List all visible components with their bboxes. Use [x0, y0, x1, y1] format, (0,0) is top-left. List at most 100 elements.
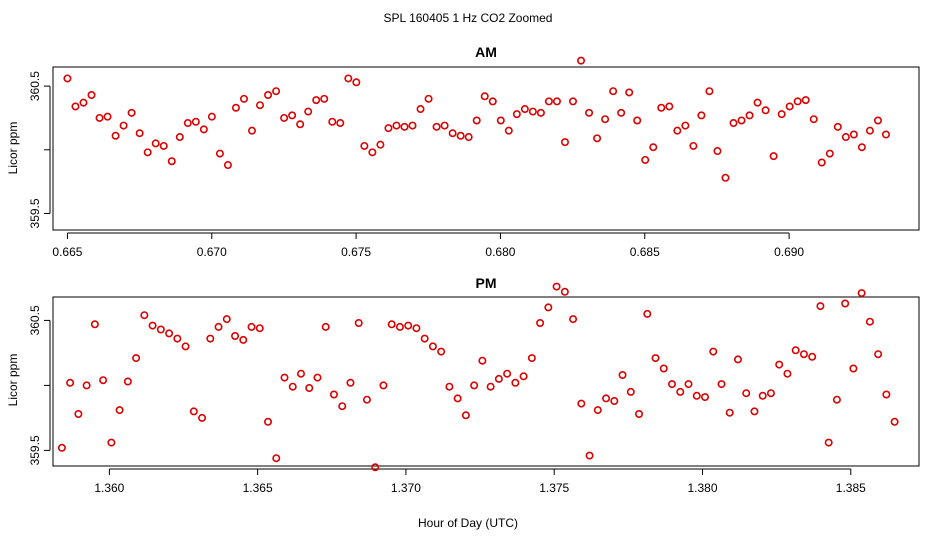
- am-data-point: [552, 97, 561, 106]
- pm-data-point: [387, 320, 396, 329]
- pm-data-point: [82, 381, 91, 390]
- pm-data-point: [832, 395, 841, 404]
- am-data-point: [625, 88, 634, 97]
- am-data-point: [729, 119, 738, 128]
- pm-data-point: [865, 317, 874, 326]
- pm-data-point: [173, 334, 182, 343]
- pm-data-point: [799, 350, 808, 359]
- pm-data-point: [635, 409, 644, 418]
- pm-data-point: [255, 324, 264, 333]
- pm-data-point: [874, 350, 883, 359]
- am-data-point: [256, 101, 265, 110]
- pm-data-point: [412, 324, 421, 333]
- pm-data-point: [758, 391, 767, 400]
- am-data-point: [111, 131, 120, 140]
- pm-data-point: [107, 438, 116, 447]
- pm-data-point: [494, 374, 503, 383]
- am-data-point: [793, 97, 802, 106]
- pm-data-point: [99, 376, 108, 385]
- pm-data-point: [404, 321, 413, 330]
- am-data-point: [464, 133, 473, 142]
- pm-x-tick-label: 1.385: [836, 481, 866, 495]
- pm-data-point: [181, 342, 190, 351]
- am-data-point: [841, 133, 850, 142]
- pm-data-point: [527, 354, 536, 363]
- am-data-point: [681, 121, 690, 130]
- am-data-point: [223, 161, 232, 170]
- panel-am-frame: [52, 66, 920, 231]
- am-data-point: [280, 113, 289, 122]
- am-data-point: [665, 102, 674, 111]
- pm-data-point: [610, 396, 619, 405]
- am-data-point: [488, 97, 497, 106]
- pm-x-tick-label: 1.380: [687, 481, 717, 495]
- pm-data-point: [239, 335, 248, 344]
- am-data-point: [368, 148, 377, 157]
- pm-data-point: [222, 315, 231, 324]
- am-data-point: [119, 121, 128, 130]
- pm-data-point: [90, 320, 99, 329]
- am-data-point: [785, 102, 794, 111]
- panel-pm-ylabel: Licor ppm: [6, 354, 20, 407]
- am-data-point: [633, 116, 642, 125]
- pm-data-point: [420, 334, 429, 343]
- am-data-point: [873, 116, 882, 125]
- pm-data-point: [750, 407, 759, 416]
- am-data-point: [384, 124, 393, 133]
- am-data-point: [528, 107, 537, 116]
- am-data-point: [320, 94, 329, 103]
- panel-pm-y-axis: 359.5 360.5: [28, 305, 51, 465]
- pm-data-point: [552, 282, 561, 291]
- am-data-point: [849, 130, 858, 139]
- am-data-point: [673, 126, 682, 135]
- pm-data-point: [189, 407, 198, 416]
- am-data-point: [248, 126, 257, 135]
- am-data-point: [336, 119, 345, 128]
- pm-data-point: [577, 399, 586, 408]
- pm-x-tick-label: 1.370: [391, 481, 421, 495]
- am-data-point: [585, 108, 594, 117]
- am-data-point: [817, 158, 826, 167]
- am-data-point: [769, 152, 778, 161]
- am-data-point: [713, 147, 722, 156]
- pm-data-point: [890, 417, 899, 426]
- pm-x-tick-label: 1.375: [539, 481, 569, 495]
- am-data-point: [183, 119, 192, 128]
- pm-data-point: [849, 364, 858, 373]
- pm-data-point: [709, 347, 718, 356]
- pm-data-point: [668, 380, 677, 389]
- panel-pm-frame: [52, 296, 920, 467]
- am-data-point: [328, 117, 337, 126]
- pm-data-point: [371, 463, 380, 472]
- am-data-point: [865, 126, 874, 135]
- pm-x-tick-label: 1.360: [94, 481, 124, 495]
- pm-data-point: [676, 387, 685, 396]
- pm-data-point: [766, 389, 775, 398]
- am-data-point: [753, 98, 762, 107]
- am-data-point: [239, 94, 248, 103]
- pm-data-point: [313, 373, 322, 382]
- am-data-point: [577, 56, 586, 65]
- am-data-point: [304, 107, 313, 116]
- am-data-point: [544, 97, 553, 106]
- am-data-point: [87, 91, 96, 100]
- pm-data-point: [700, 393, 709, 402]
- pm-data-point: [156, 325, 165, 334]
- pm-data-point: [74, 409, 83, 418]
- pm-data-point: [593, 406, 602, 415]
- pm-data-point: [66, 378, 75, 387]
- am-data-point: [857, 143, 866, 152]
- am-x-tick-label: 0.680: [485, 245, 515, 259]
- am-data-point: [801, 96, 810, 105]
- panel-am-points: [63, 56, 890, 182]
- am-data-point: [344, 74, 353, 83]
- pm-data-point: [362, 395, 371, 404]
- pm-y-tick-label: 359.5: [28, 435, 42, 465]
- am-data-point: [825, 149, 834, 158]
- am-data-point: [777, 110, 786, 119]
- am-data-point: [135, 129, 144, 138]
- am-data-point: [95, 113, 104, 122]
- figure-title: SPL 160405 1 Hz CO2 Zoomed: [384, 11, 553, 25]
- am-data-point: [296, 120, 305, 129]
- am-data-point: [199, 125, 208, 134]
